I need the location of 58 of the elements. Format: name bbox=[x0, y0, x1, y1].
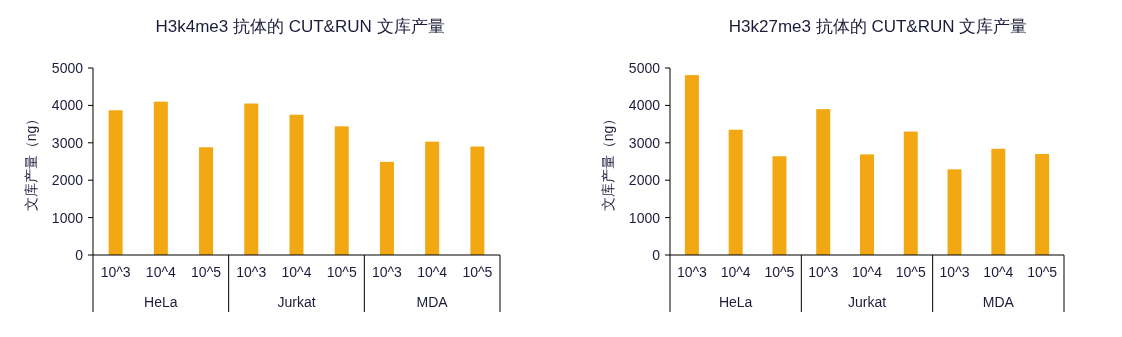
x-tick-label: 10^4 bbox=[145, 264, 177, 280]
bar bbox=[379, 161, 394, 255]
y-tick-label: 3000 bbox=[51, 134, 84, 151]
bar bbox=[947, 169, 962, 255]
y-tick-label: 2000 bbox=[628, 172, 661, 189]
x-tick-label: 10^3 bbox=[939, 264, 970, 280]
x-tick-label: 10^3 bbox=[808, 264, 839, 280]
x-tick-label: 10^3 bbox=[236, 264, 267, 280]
x-tick-label: 10^3 bbox=[676, 264, 708, 280]
bar bbox=[991, 148, 1006, 255]
x-tick-label: 10^5 bbox=[764, 264, 795, 280]
text: HeLa bbox=[718, 294, 753, 310]
bar bbox=[860, 154, 874, 255]
x-tick-label: 10^5 bbox=[1027, 264, 1058, 280]
bar bbox=[903, 131, 918, 255]
x-tick-label: 10^4 bbox=[281, 264, 312, 280]
bar bbox=[772, 156, 787, 255]
text: Jurkat bbox=[277, 294, 316, 310]
x-tick-label: 10^4 bbox=[720, 264, 751, 280]
bar bbox=[425, 141, 440, 255]
text: HeLa bbox=[144, 294, 178, 310]
y-axis-title: 文库产量（ng） bbox=[600, 111, 616, 212]
bar bbox=[108, 110, 123, 255]
x-tick-label: 10^4 bbox=[852, 264, 883, 280]
bar bbox=[816, 109, 831, 255]
y-tick-label: 0 bbox=[75, 247, 84, 263]
y-tick-label: 5000 bbox=[628, 60, 661, 76]
x-tick-label: 10^3 bbox=[100, 264, 131, 280]
y-tick-label: 3000 bbox=[628, 134, 661, 151]
bar bbox=[244, 103, 259, 255]
x-tick-label: 10^5 bbox=[191, 264, 222, 280]
bar bbox=[334, 126, 349, 255]
x-tick-label: 10^5 bbox=[462, 264, 493, 280]
text: Jurkat bbox=[847, 294, 887, 310]
y-axis-title: 文库产量（ng） bbox=[23, 111, 39, 212]
chart-title: H3k4me3 抗体的 CUT&RUN 文库产量 bbox=[155, 17, 445, 36]
x-tick-label: 10^4 bbox=[983, 264, 1014, 280]
y-tick-label: 2000 bbox=[51, 172, 84, 189]
y-tick-label: 1000 bbox=[51, 209, 84, 226]
bar bbox=[153, 101, 168, 255]
x-tick-label: 10^4 bbox=[417, 264, 448, 280]
bar bbox=[684, 75, 699, 255]
y-tick-label: 1000 bbox=[628, 209, 661, 226]
y-tick-label: 4000 bbox=[51, 97, 84, 114]
y-tick-label: 4000 bbox=[628, 97, 661, 114]
bar bbox=[1035, 154, 1050, 255]
chart-title: H3k27me3 抗体的 CUT&RUN 文库产量 bbox=[728, 17, 1028, 36]
x-tick-label: 10^3 bbox=[371, 264, 403, 280]
bar bbox=[728, 129, 743, 255]
bar bbox=[470, 146, 485, 255]
x-tick-label: 10^5 bbox=[895, 264, 926, 280]
x-tick-label: 10^5 bbox=[326, 264, 357, 280]
text: MDA bbox=[982, 294, 1015, 310]
bar bbox=[289, 114, 304, 255]
y-tick-label: 0 bbox=[652, 247, 661, 263]
bar bbox=[199, 147, 214, 255]
text: MDA bbox=[416, 294, 449, 310]
y-tick-label: 5000 bbox=[51, 60, 84, 76]
